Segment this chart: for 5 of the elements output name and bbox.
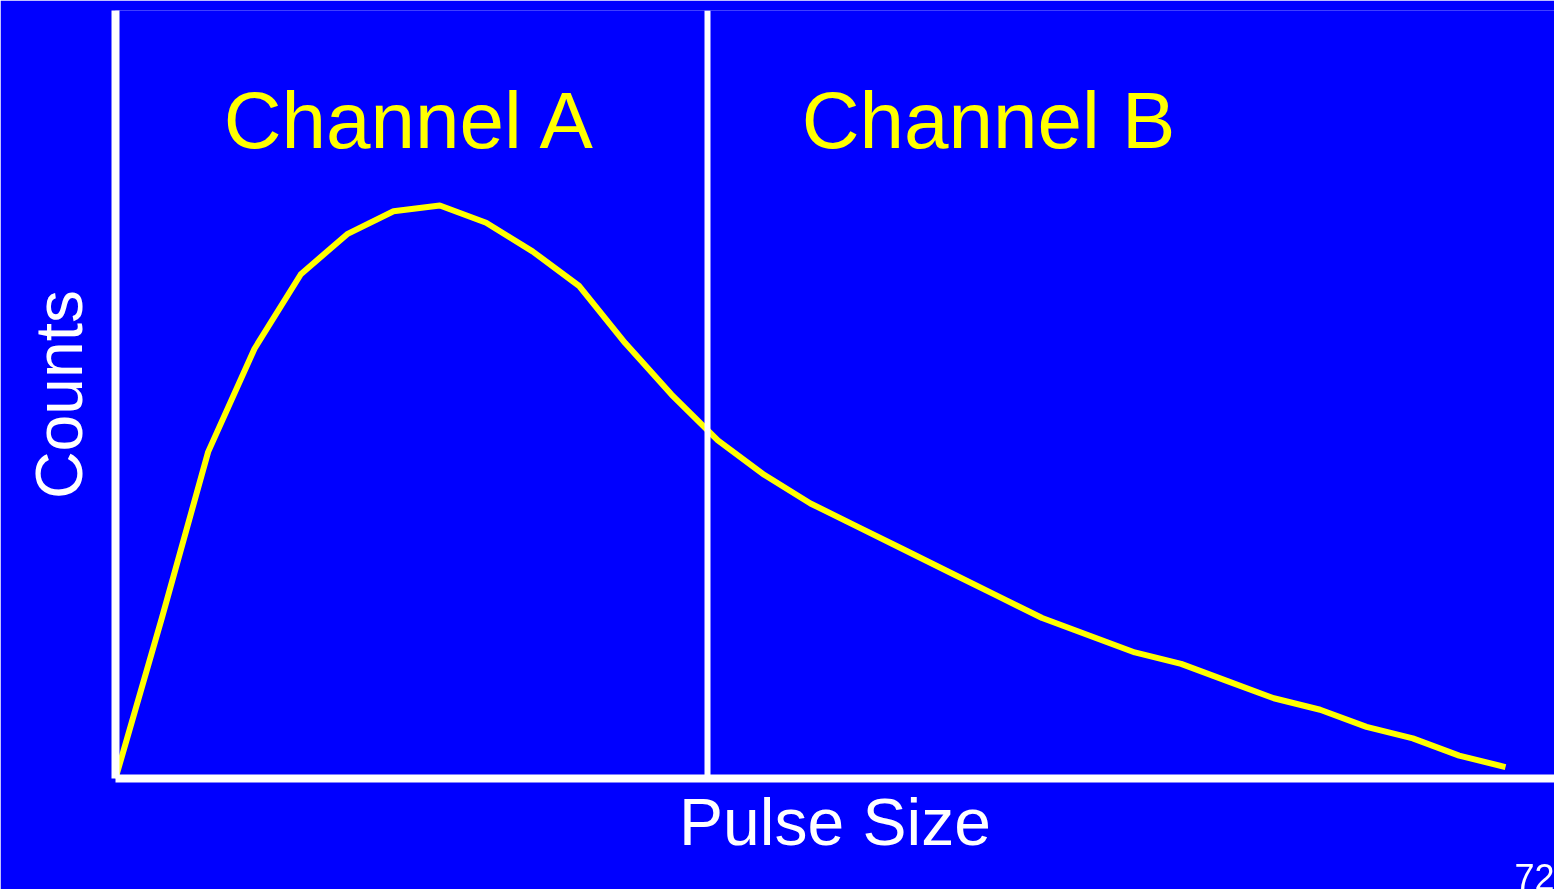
y-axis-title: Counts — [21, 289, 96, 500]
text: 72 — [1514, 856, 1554, 889]
x-axis-title: Pulse Size — [679, 784, 991, 859]
text: Channel B — [801, 76, 1176, 165]
text: Channel A — [223, 76, 594, 165]
